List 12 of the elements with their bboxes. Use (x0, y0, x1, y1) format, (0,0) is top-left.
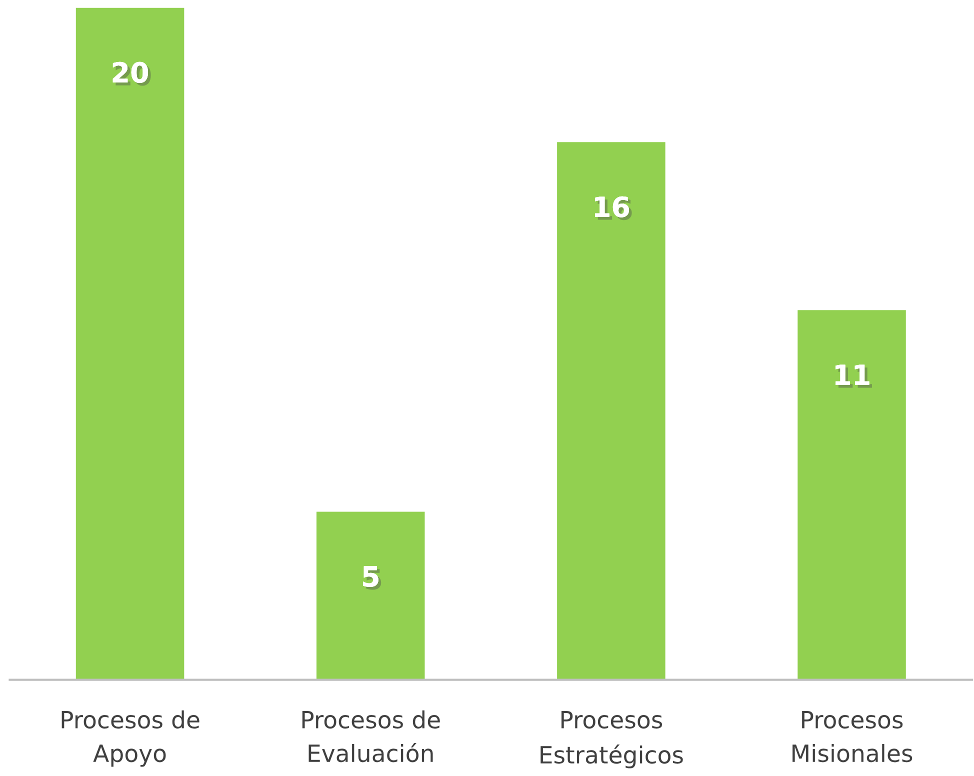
x-tick-label: Procesos Misionales (792, 711, 912, 762)
data-label: 16 (594, 196, 632, 220)
x-tick-label: Procesos de Apoyo (62, 710, 200, 767)
bar (798, 310, 906, 680)
bar (557, 142, 666, 680)
x-tick-label: Procesos de Evaluación (302, 710, 440, 762)
x-tick-label: Procesos Estratégicos (540, 711, 683, 768)
data-label: 5 (363, 566, 382, 590)
bar (316, 512, 425, 680)
data-label: 11 (836, 364, 872, 388)
bar (76, 8, 184, 680)
data-label: 20 (112, 62, 151, 86)
